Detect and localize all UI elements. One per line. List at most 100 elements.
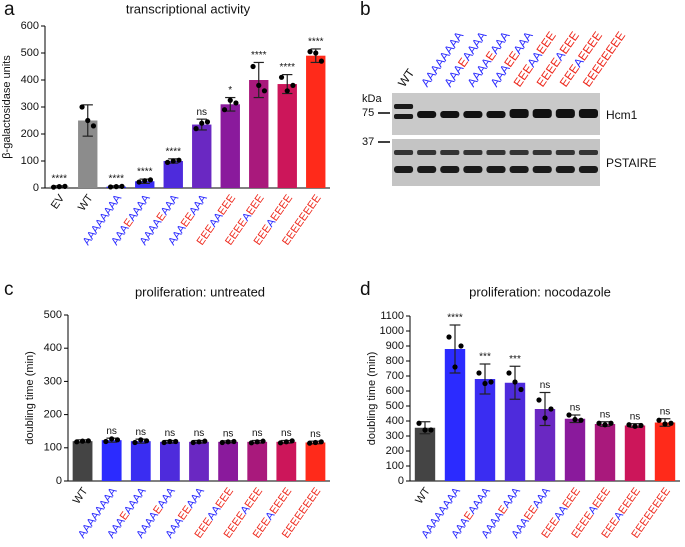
chart-title: proliferation: nocodazole [469,284,611,299]
annotation: **** [251,50,267,61]
data-point [233,100,239,106]
data-point [202,438,208,444]
data-point [167,438,173,445]
data-point [572,416,578,423]
data-point [190,439,196,446]
bar [564,418,586,481]
data-point [428,427,434,433]
y-tick-label: 0 [33,182,39,194]
data-point [638,422,644,429]
bar [624,425,646,481]
blot-band [440,111,460,118]
x-tick-label: EEEEAEEE [569,486,613,541]
y-tick-label: 700 [386,370,404,382]
data-point [542,415,548,421]
lane-label: AAAAEAAA [464,29,512,90]
data-point [79,438,86,444]
x-tick-label: EV [49,192,68,211]
x-tick-label: EEEEEEEE [280,486,324,541]
data-point [219,439,225,446]
x-tick-label: AAAEEAAA [166,192,210,248]
annotation: ns [600,409,611,420]
annotation: ns [630,411,641,422]
annotation: *** [509,354,521,365]
bar [218,441,239,481]
blot-band [417,150,437,155]
blot-band [394,166,414,173]
x-tick-label: EEEEEEEE [280,193,324,248]
data-point [578,417,584,423]
y-tick-label: 0 [56,475,62,487]
bar [504,382,526,481]
x-tick-label: AAAEAAAA [449,485,493,541]
data-point [536,397,542,403]
y-tick-label: 0 [398,475,404,487]
data-point [170,158,176,164]
blot-band [578,109,598,118]
annotation: **** [447,313,463,324]
blot-band [394,104,414,109]
data-point [318,58,325,64]
bar [249,80,269,188]
data-point [313,50,319,56]
data-point [74,439,80,445]
annotation: ns [570,403,581,414]
blot-membrane [392,139,600,186]
data-point [278,74,285,80]
y-tick-label: 100 [386,460,404,472]
data-point [50,184,57,190]
y-tick-label: 1100 [380,310,404,322]
data-point [113,184,119,190]
data-point [608,420,614,426]
data-point [548,406,554,412]
bar [444,349,466,481]
annotation: **** [279,62,295,73]
data-point [668,420,674,426]
x-tick-label: EEEAEEEE [251,486,295,541]
annotation: ns [281,428,292,439]
blot-band [578,150,598,155]
y-tick-label: 600 [386,385,404,397]
y-tick-label: 500 [44,309,62,321]
bar [135,181,155,188]
data-point [62,183,68,189]
bar [78,120,98,188]
data-point [506,370,512,376]
x-tick-label: EEEEAEEE [223,193,267,248]
data-point [422,427,428,433]
bar [654,422,676,481]
y-tick-label: 200 [44,409,62,421]
data-point [283,439,289,445]
blot-band [417,111,437,118]
data-point [250,63,256,70]
bar [101,440,122,481]
y-tick-label: 1000 [380,325,404,337]
blot-band [509,150,529,155]
lane-label: EEEEAEEE [534,29,582,90]
data-point [312,439,319,446]
data-point [632,423,638,429]
data-point [109,436,115,442]
blot-band [578,166,598,173]
x-tick-label: AAAEAAAA [105,485,149,541]
data-point [114,437,121,443]
blot-band [417,166,437,173]
y-tick-label: 900 [386,340,404,352]
annotation: ns [194,428,205,439]
band-label: PSTAIRE [606,156,656,170]
blot-band [486,111,506,118]
y-axis-label: doubling time (min) [24,351,36,445]
blot-band [555,166,575,173]
data-point [452,364,458,370]
y-tick-label: 200 [386,445,404,457]
y-tick-label: 800 [386,355,404,367]
lane-label: EEEEEEEE [580,29,628,90]
y-axis-label: β-galactosidase units [1,55,13,159]
x-tick-label: AAAAEAAA [138,192,182,248]
y-tick-label: 100 [44,442,62,454]
blot-band [486,166,506,173]
blot-band [440,150,460,155]
data-point [307,440,313,446]
x-tick-label: AAAAEAAA [479,485,523,541]
